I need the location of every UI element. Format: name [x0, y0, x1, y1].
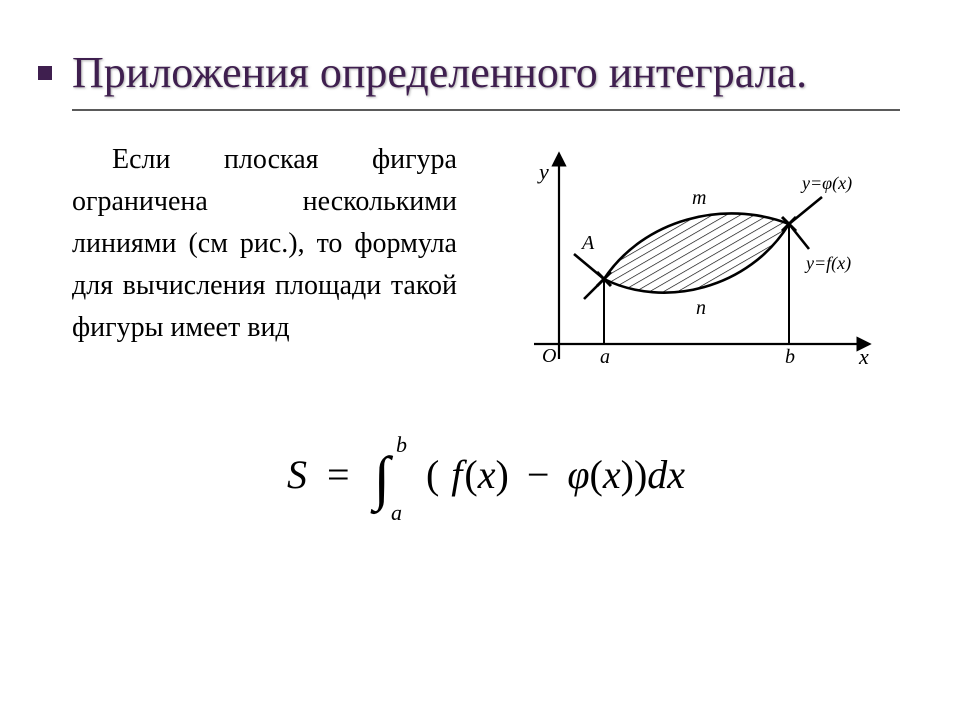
formula-f: f	[451, 452, 462, 497]
horizontal-rule	[72, 109, 900, 111]
n-label: n	[696, 297, 706, 319]
origin-label: O	[542, 345, 556, 367]
upper-limit: b	[396, 432, 407, 457]
paren-close-1: )	[634, 452, 647, 497]
paren-open-2: (	[464, 452, 477, 497]
x-axis-label: x	[858, 344, 869, 369]
slide-title: Приложения определенного интеграла.	[72, 48, 900, 99]
formula-S: S	[287, 452, 307, 497]
b-label: b	[785, 346, 795, 368]
phi-curve-label: y=φ(x)	[800, 173, 852, 194]
paren-close-2: )	[496, 452, 509, 497]
diagram-container: y x O a b A m n y=φ(x) y=f(x)	[487, 139, 900, 389]
formula-dx: dx	[647, 452, 685, 497]
area-between-curves-diagram: y x O a b A m n y=φ(x) y=f(x)	[504, 149, 884, 389]
formula-x2: x	[603, 452, 621, 497]
a-label: a	[600, 346, 610, 368]
integral-sign: ∫	[374, 445, 390, 511]
formula-phi: φ	[567, 452, 589, 497]
point-A-label: A	[580, 232, 595, 254]
m-label: m	[692, 187, 706, 209]
formula-x1: x	[478, 452, 496, 497]
slide: Приложения определенного интеграла. Если…	[0, 0, 960, 720]
paren-open-1: (	[426, 452, 439, 497]
paragraph: Если плоская фигура ограничена нескольки…	[72, 139, 457, 349]
area-formula: S = ∫ba ( f(x) − φ(x))dx	[72, 434, 900, 503]
content-row: Если плоская фигура ограничена нескольки…	[72, 139, 900, 389]
equals-sign: =	[327, 452, 350, 497]
paren-open-3: (	[590, 452, 603, 497]
f-curve-label: y=f(x)	[804, 253, 851, 274]
y-axis-label: y	[537, 159, 549, 184]
hatched-region	[604, 213, 789, 292]
paren-close-3: )	[621, 452, 634, 497]
title-bullet	[38, 66, 52, 80]
lower-limit: a	[391, 500, 402, 525]
minus-sign: −	[527, 452, 550, 497]
